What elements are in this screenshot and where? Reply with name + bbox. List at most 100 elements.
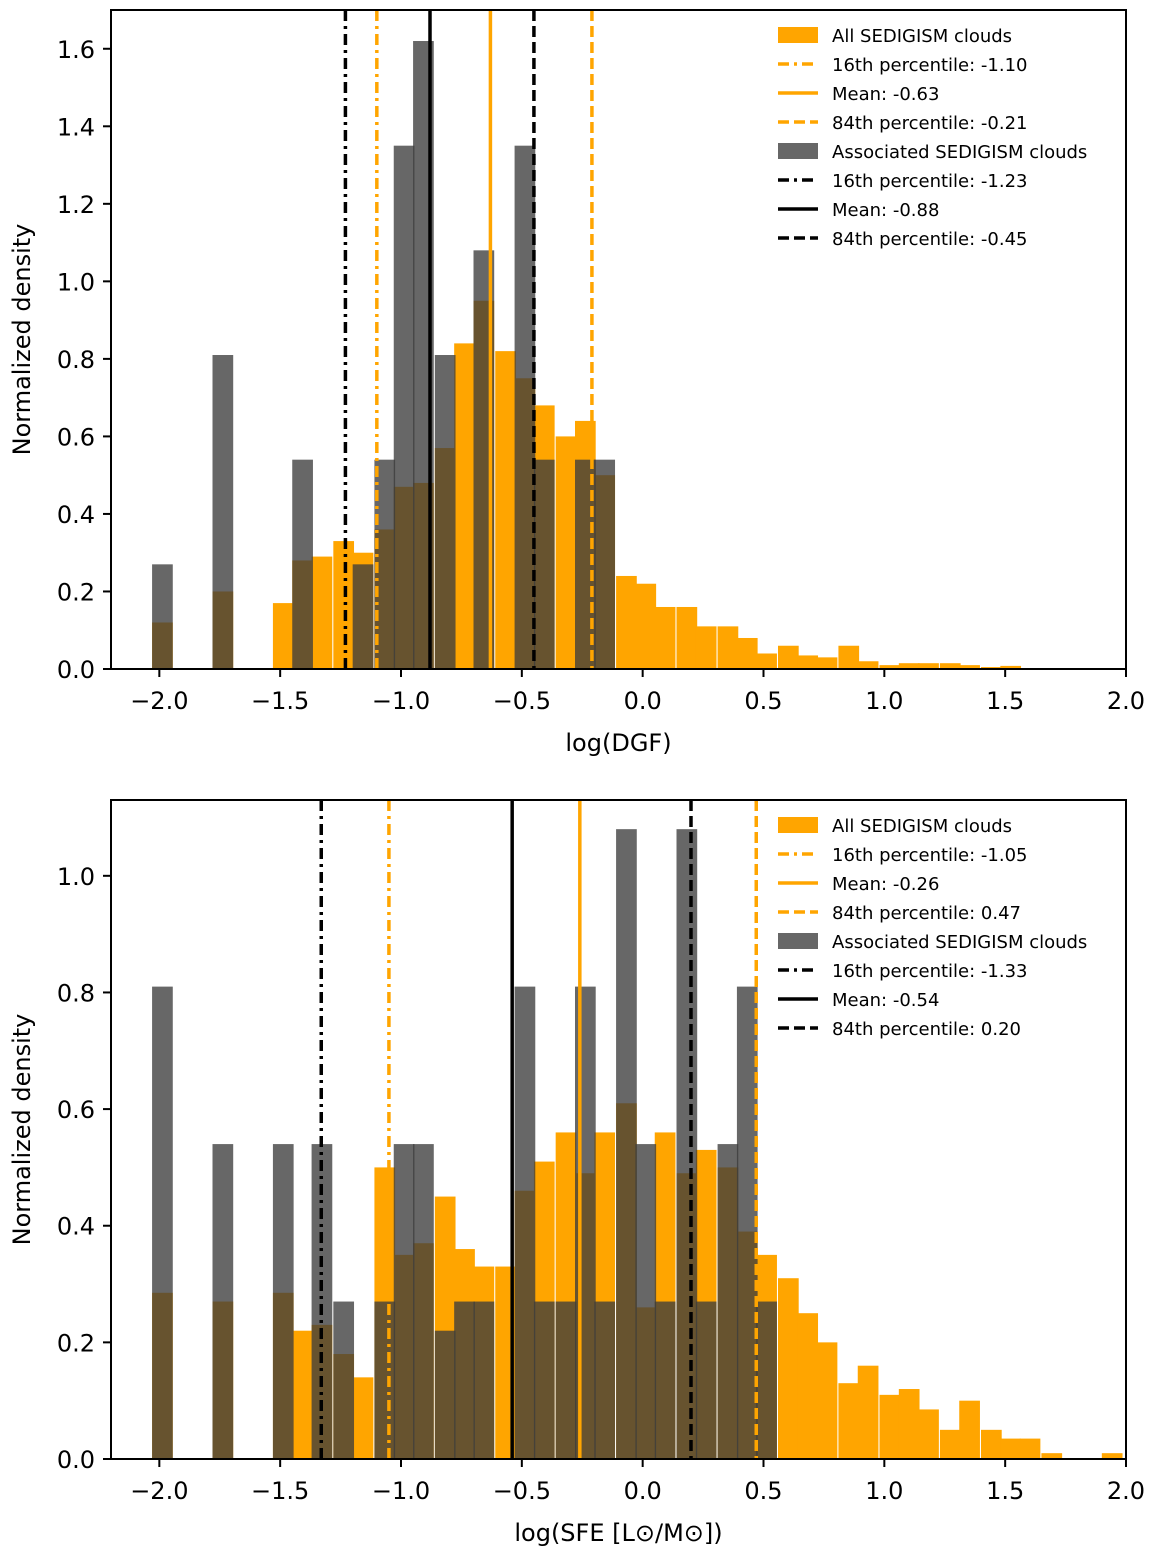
y-tick-label: 0.0 xyxy=(57,656,95,684)
histogram-bar xyxy=(212,1144,234,1459)
histogram-bar xyxy=(676,829,698,1459)
y-tick-label: 0.2 xyxy=(57,1329,95,1357)
x-tick-label: −1.5 xyxy=(251,687,309,715)
histogram-bar xyxy=(311,556,333,669)
legend-swatch xyxy=(778,817,818,833)
histogram-bar xyxy=(816,657,838,669)
histogram-bar xyxy=(514,986,536,1459)
legend-label: 84th percentile: -0.21 xyxy=(832,113,1027,134)
legend-label: 84th percentile: -0.45 xyxy=(832,229,1027,250)
histogram-bar xyxy=(857,661,879,669)
legend-label: 16th percentile: -1.10 xyxy=(832,55,1027,76)
y-tick-label: 0.4 xyxy=(57,501,95,529)
legend-label: Mean: -0.54 xyxy=(832,990,939,1011)
y-tick-label: 1.2 xyxy=(57,191,95,219)
associated-clouds-bars xyxy=(152,829,777,1459)
histogram-bar xyxy=(152,986,173,1459)
x-axis-label: log(DGF) xyxy=(565,729,671,757)
histogram-bar xyxy=(393,1144,415,1459)
histogram-bar xyxy=(333,1301,355,1459)
x-axis-label: log(SFE [L⊙/M⊙]) xyxy=(514,1519,722,1547)
histogram-bar xyxy=(756,1301,777,1459)
y-axis-label: Normalized density xyxy=(8,1014,36,1246)
x-tick-label: 1.0 xyxy=(865,687,903,715)
histogram-bar xyxy=(939,1429,961,1459)
sfe-histogram-panel: −2.0 −1.5 −1.0 −0.5 0.0 0.5 1.0 1.5 2.0 0.0 0.2 0.4… xyxy=(8,799,1145,1547)
histogram-bar xyxy=(292,1330,313,1459)
x-tick-label: 1.5 xyxy=(986,687,1024,715)
associated-clouds-bars xyxy=(152,41,616,669)
histogram-bar xyxy=(152,564,173,669)
histogram-bar xyxy=(736,637,758,669)
histogram-bar xyxy=(756,653,777,669)
histogram-bar xyxy=(454,1301,475,1459)
legend-label: 84th percentile: 0.47 xyxy=(832,903,1021,924)
histogram-bar xyxy=(352,564,374,669)
legend-label: Associated SEDIGISM clouds xyxy=(832,932,1087,953)
histogram-bar xyxy=(918,1409,939,1459)
histogram-bar xyxy=(533,459,555,669)
x-tick-label: 0.5 xyxy=(744,1477,782,1505)
x-tick-label: −0.5 xyxy=(493,687,551,715)
histogram-bar xyxy=(413,1144,434,1459)
histogram-bar xyxy=(918,663,939,669)
legend-label: Mean: -0.26 xyxy=(832,874,939,895)
legend-label: 16th percentile: -1.05 xyxy=(832,845,1027,866)
legend-label: 16th percentile: -1.33 xyxy=(832,961,1027,982)
x-tick-label: 1.0 xyxy=(865,1477,903,1505)
histogram-bar xyxy=(838,645,860,669)
x-tick-label: −0.5 xyxy=(493,1477,551,1505)
histogram-bar xyxy=(654,606,676,669)
x-tick-label: −2.0 xyxy=(130,1477,188,1505)
histogram-bar xyxy=(533,1301,555,1459)
histogram-bar xyxy=(212,355,234,669)
histogram-bar xyxy=(434,1330,456,1459)
histogram-bar xyxy=(797,655,819,669)
histogram-bar xyxy=(981,1429,1002,1459)
histogram-bar xyxy=(797,1313,819,1459)
x-tick-label: −2.0 xyxy=(130,687,188,715)
legend-label: Mean: -0.63 xyxy=(832,84,939,105)
histogram-bar xyxy=(333,541,355,669)
histogram-bar xyxy=(374,1301,396,1459)
x-tick-label: 2.0 xyxy=(1107,1477,1145,1505)
histogram-bar xyxy=(879,1394,901,1459)
histogram-bar xyxy=(1101,1453,1123,1459)
histogram-bar xyxy=(778,645,799,669)
histogram-bar xyxy=(1000,1438,1022,1459)
x-tick-label: −1.0 xyxy=(372,687,430,715)
x-tick-label: −1.5 xyxy=(251,1477,309,1505)
legend-label: 16th percentile: -1.23 xyxy=(832,171,1027,192)
histogram-bar xyxy=(555,436,577,669)
histogram-bar xyxy=(352,1377,374,1459)
histogram-bar xyxy=(635,583,657,669)
histogram-bar xyxy=(959,1400,980,1459)
axes-frame xyxy=(110,799,1127,1460)
y-tick-label: 0.0 xyxy=(57,1446,95,1474)
histogram-bar xyxy=(695,1301,717,1459)
y-tick-label: 0.4 xyxy=(57,1213,95,1241)
histogram-bar xyxy=(454,343,475,669)
histogram-bar xyxy=(594,1301,616,1459)
y-tick-label: 1.6 xyxy=(57,36,95,64)
histogram-bar xyxy=(838,1383,860,1459)
histogram-bar xyxy=(311,1144,333,1459)
histogram-bar xyxy=(1019,1438,1041,1459)
y-tick-label: 0.6 xyxy=(57,423,95,451)
histogram-bar xyxy=(495,351,516,669)
histogram-bar xyxy=(695,626,717,669)
histogram-bar xyxy=(959,665,980,669)
y-tick-label: 0.8 xyxy=(57,346,95,374)
histogram-bar xyxy=(717,626,739,669)
histogram-bar xyxy=(676,606,698,669)
histogram-bar xyxy=(736,986,758,1459)
histogram-bar xyxy=(272,603,294,669)
histogram-bar xyxy=(594,459,616,669)
histogram-bar xyxy=(473,1301,495,1459)
y-axis-label: Normalized density xyxy=(8,224,36,456)
legend-swatch xyxy=(778,27,818,43)
histogram-bar xyxy=(514,145,536,669)
histogram-bar xyxy=(816,1342,838,1459)
y-tick-label: 0.8 xyxy=(57,979,95,1007)
